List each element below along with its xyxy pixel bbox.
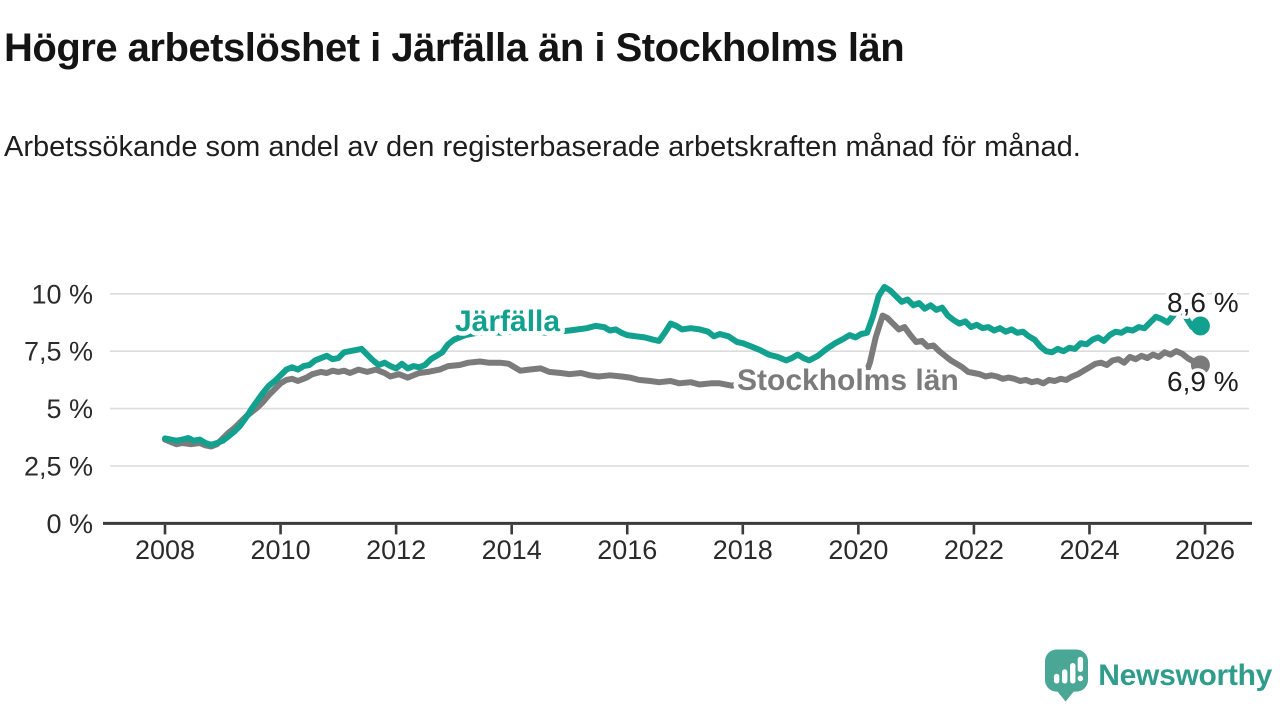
- y-axis-label: 7,5 %: [24, 337, 93, 367]
- series-label-stockholms-lan: Stockholms län: [737, 364, 959, 397]
- page-title: Högre arbetslöshet i Järfälla än i Stock…: [4, 26, 905, 70]
- bar-chart-bar: [1070, 662, 1076, 684]
- end-value-label-jarfalla: 8,6 %: [1167, 287, 1239, 318]
- x-axis-label: 2022: [944, 535, 1004, 565]
- exclamation-dot: [1077, 675, 1084, 682]
- x-axis-label: 2018: [713, 535, 773, 565]
- y-axis-label: 10 %: [31, 279, 93, 309]
- series-label-jarfalla: Järfälla: [455, 305, 560, 338]
- x-axis-label: 2010: [251, 535, 311, 565]
- x-axis-label: 2024: [1059, 535, 1119, 565]
- end-value-label-stockholms-lan: 6,9 %: [1167, 366, 1239, 397]
- bar-chart-bar: [1062, 669, 1068, 684]
- x-axis-label: 2012: [366, 535, 426, 565]
- x-axis-label: 2016: [597, 535, 657, 565]
- y-axis-label: 0 %: [46, 509, 93, 539]
- newsworthy-logo-icon: [1045, 649, 1089, 702]
- newsworthy-logo-text: Newsworthy: [1098, 658, 1272, 692]
- series-end-dot-stockholms-lan: [1190, 355, 1210, 375]
- series-end-dot-jarfalla: [1190, 316, 1210, 336]
- page-subtitle: Arbetssökande som andel av den registerb…: [4, 131, 1081, 163]
- x-axis-label: 2014: [482, 535, 542, 565]
- newsworthy-logo: Newsworthy: [1045, 649, 1272, 702]
- x-axis-label: 2020: [828, 535, 888, 565]
- x-axis-label: 2026: [1175, 535, 1235, 565]
- series-line-jarfalla: [162, 283, 1204, 448]
- y-axis-label: 2,5 %: [24, 452, 93, 482]
- bar-chart-bar: [1054, 673, 1060, 684]
- exclamation-icon: [1077, 656, 1084, 672]
- x-axis-label: 2008: [135, 535, 195, 565]
- series-line-stockholms-lan: [162, 312, 1204, 450]
- y-axis-label: 5 %: [46, 394, 93, 424]
